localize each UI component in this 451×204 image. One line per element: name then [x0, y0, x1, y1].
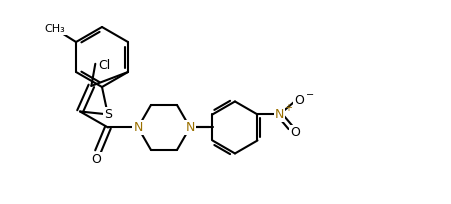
Text: S: S [104, 108, 112, 121]
Text: N: N [133, 121, 143, 134]
Text: O: O [295, 94, 304, 107]
Text: O: O [91, 153, 101, 166]
Text: N: N [275, 108, 284, 121]
Text: N: N [185, 121, 195, 134]
Text: Cl: Cl [98, 59, 110, 72]
Text: O: O [290, 126, 300, 139]
Text: N: N [133, 121, 143, 134]
Text: +: + [285, 103, 293, 113]
Text: −: − [305, 90, 313, 100]
Text: CH₃: CH₃ [45, 24, 65, 34]
